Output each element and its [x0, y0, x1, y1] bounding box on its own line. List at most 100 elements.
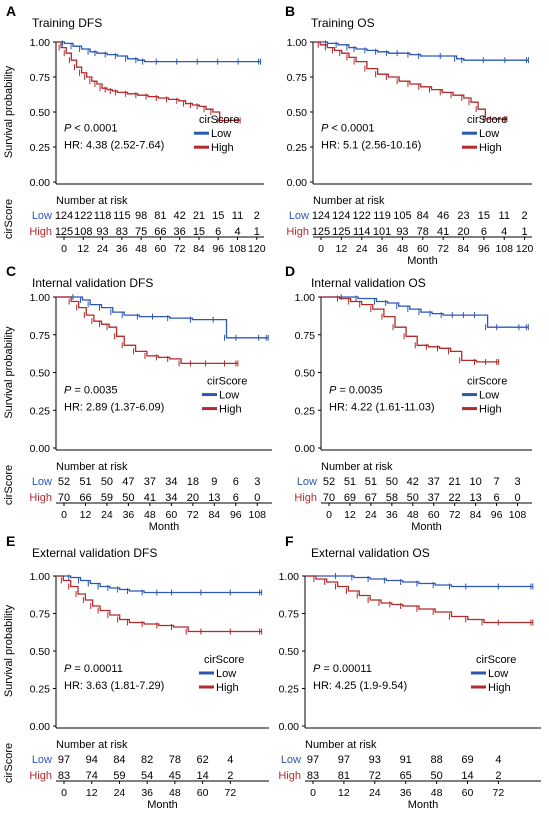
- panel-title: External validation OS: [311, 546, 430, 560]
- risk-count: 82: [141, 754, 153, 766]
- curve-low: [56, 41, 261, 63]
- panel-c: C Internal validation DFS Survival probabi…: [3, 263, 272, 533]
- risk-row-label-low: Low: [32, 476, 52, 488]
- legend-label-high: High: [479, 404, 502, 416]
- x-tick-label: 84: [208, 509, 220, 521]
- y-tick-label: 0.50: [30, 646, 51, 658]
- risk-count: 97: [58, 754, 70, 766]
- x-tick-label: 72: [225, 787, 237, 799]
- x-tick-label: 96: [491, 509, 503, 521]
- risk-count: 34: [165, 476, 177, 488]
- risk-count: 91: [400, 754, 412, 766]
- panel-title: Internal validation OS: [311, 276, 426, 290]
- risk-table-title: Number at risk: [321, 461, 393, 473]
- risk-table-title: Number at risk: [56, 739, 128, 751]
- legend-label-low: Low: [211, 128, 231, 140]
- p-symbol: P: [321, 123, 329, 135]
- x-tick-label: 48: [407, 509, 419, 521]
- y-tick-label: 0.75: [30, 609, 51, 621]
- risk-count: 98: [135, 210, 147, 222]
- risk-count: 88: [430, 754, 442, 766]
- hazard-ratio: HR: 3.63 (1.81-7.29): [64, 680, 164, 692]
- x-axis-label: Month: [149, 521, 180, 533]
- x-tick-label: 72: [174, 243, 186, 255]
- panel-letter: E: [6, 533, 15, 549]
- risk-count: 6: [481, 226, 487, 238]
- x-axis-label: Month: [147, 799, 178, 811]
- x-tick-label: 0: [61, 787, 67, 799]
- x-tick-label: 24: [101, 509, 113, 521]
- legend-title: cirScore: [476, 654, 516, 666]
- x-tick-label: 12: [80, 509, 92, 521]
- hazard-ratio: HR: 5.1 (2.56-10.16): [321, 140, 421, 152]
- y-tick-label: 1.00: [287, 37, 308, 49]
- x-tick-label: 0: [318, 243, 324, 255]
- risk-count: 62: [196, 754, 208, 766]
- hazard-ratio: HR: 4.22 (1.61-11.03): [329, 402, 435, 414]
- risk-count: 78: [417, 226, 429, 238]
- legend-label-high: High: [479, 142, 502, 154]
- y-tick-label: 0.00: [30, 721, 51, 733]
- risk-count: 58: [386, 492, 398, 504]
- curve-high: [56, 41, 241, 122]
- risk-row-label-low: Low: [297, 476, 317, 488]
- legend-label-high: High: [216, 682, 239, 694]
- p-value: P = 0.00011: [64, 663, 123, 675]
- risk-count: 45: [169, 770, 181, 782]
- risk-count: 50: [386, 476, 398, 488]
- risk-count: 124: [332, 210, 350, 222]
- risk-count: 52: [58, 476, 70, 488]
- y-tick-label: 0.25: [30, 684, 51, 696]
- x-tick-label: 72: [187, 509, 199, 521]
- x-tick-label: 12: [86, 787, 98, 799]
- risk-count: 3: [254, 476, 260, 488]
- risk-count: 93: [396, 226, 408, 238]
- risk-count: 1: [254, 226, 260, 238]
- legend-label-low: Low: [479, 390, 499, 402]
- y-tick-label: 1.00: [279, 571, 300, 583]
- x-tick-label: 60: [417, 243, 429, 255]
- legend-label-high: High: [219, 404, 242, 416]
- risk-count: 81: [338, 770, 350, 782]
- risk-count: 93: [369, 754, 381, 766]
- p-symbol: P: [64, 123, 72, 135]
- risk-count: 125: [55, 226, 73, 238]
- risk-count: 67: [365, 492, 377, 504]
- y-tick-label: 1.00: [30, 292, 51, 304]
- x-tick-label: 60: [166, 509, 178, 521]
- risk-table-title: Number at risk: [313, 195, 385, 207]
- x-tick-label: 108: [509, 509, 527, 521]
- p-value: P < 0.0001: [321, 123, 375, 135]
- risk-count: 6: [215, 226, 221, 238]
- curve-low: [313, 41, 529, 61]
- p-value-text: = 0.0035: [71, 385, 117, 397]
- x-tick-label: 48: [397, 243, 409, 255]
- risk-count: 15: [193, 226, 205, 238]
- panel-d: D Internal validation OS 1.00 0.75 0.50 0.25 0…: [285, 263, 532, 533]
- legend-label-low: Low: [488, 668, 508, 680]
- risk-count: 4: [227, 754, 233, 766]
- risk-count: 50: [122, 492, 134, 504]
- risk-count: 105: [393, 210, 411, 222]
- risk-count: 101: [373, 226, 391, 238]
- legend-label-low: Low: [216, 668, 236, 680]
- p-value: P < 0.0001: [64, 123, 118, 135]
- risk-count: 47: [122, 476, 134, 488]
- risk-count: 37: [144, 476, 156, 488]
- p-value-text: = 0.0035: [336, 385, 382, 397]
- risk-count: 23: [457, 210, 469, 222]
- risk-table-title: Number at risk: [56, 195, 128, 207]
- y-tick-label: 0.25: [30, 405, 51, 417]
- risk-count: 97: [307, 754, 319, 766]
- risk-count: 124: [55, 210, 73, 222]
- x-tick-label: 24: [365, 509, 377, 521]
- risk-row-label-low: Low: [289, 210, 309, 222]
- risk-count: 0: [254, 492, 260, 504]
- risk-count: 9: [211, 476, 217, 488]
- legend-title: cirScore: [204, 654, 244, 666]
- risk-count: 14: [461, 770, 473, 782]
- risk-count: 74: [86, 770, 98, 782]
- x-axis-label: Month: [411, 521, 442, 533]
- p-value: P = 0.0035: [64, 385, 118, 397]
- x-tick-label: 36: [123, 509, 135, 521]
